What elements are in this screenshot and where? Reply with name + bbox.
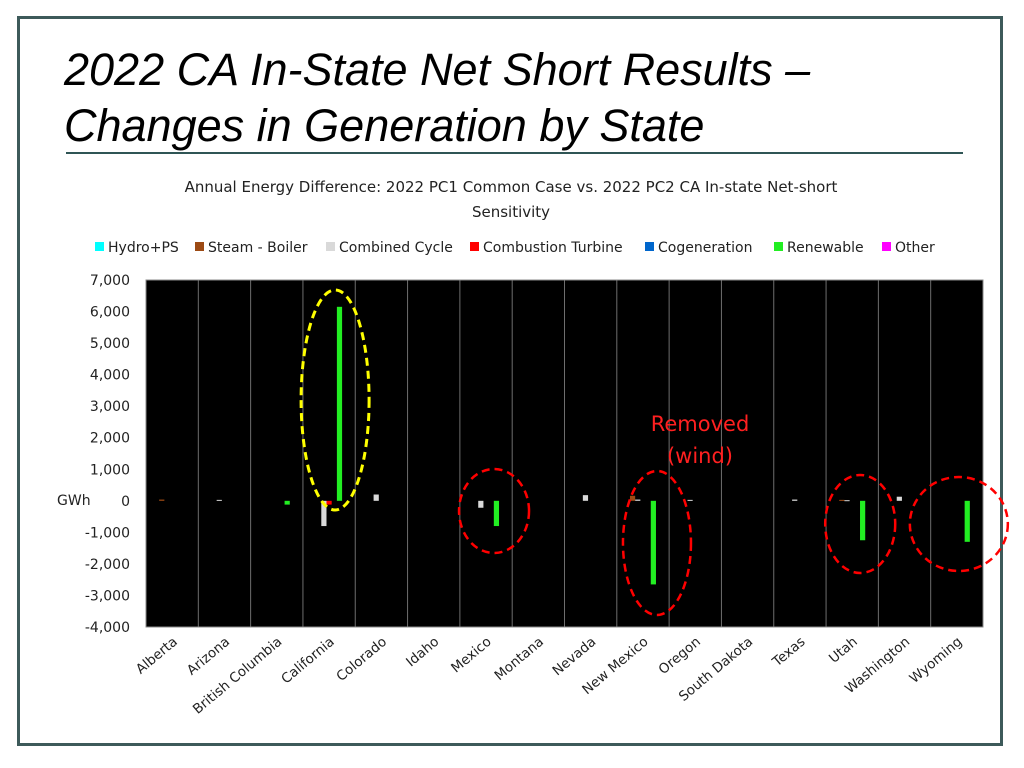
y-tick-label: 6,000 [90, 305, 130, 321]
y-tick-label: 5,000 [90, 336, 130, 352]
x-tick-label: California [278, 634, 337, 687]
legend-label: Renewable [787, 240, 864, 256]
annotation-text: Removed [651, 412, 750, 436]
highlight-ellipse [908, 475, 1010, 573]
highlight-ellipses [299, 288, 1010, 617]
y-tick-label: -3,000 [85, 588, 130, 604]
bar [635, 499, 641, 501]
x-tick-label: Mexico [448, 634, 494, 677]
x-tick-label: British Columbia [190, 634, 285, 718]
bar [896, 496, 902, 501]
highlight-ellipse [457, 467, 531, 555]
x-tick-label: Utah [826, 634, 861, 667]
legend-swatch [195, 242, 204, 251]
bar [493, 500, 500, 527]
highlight-ellipse [299, 288, 371, 512]
y-tick-label: 1,000 [90, 462, 130, 478]
y-tick-label: 7,000 [90, 273, 130, 289]
legend-swatch [645, 242, 654, 251]
x-tick-label: Alberta [133, 634, 181, 678]
y-tick-label: -1,000 [85, 525, 130, 541]
bar [216, 499, 222, 501]
chart-annotation: Removed (wind) [651, 412, 750, 468]
legend-swatch [470, 242, 479, 251]
plot-border [145, 279, 984, 628]
legend-label: Other [895, 240, 935, 256]
legend-swatch [882, 242, 891, 251]
title-underline [66, 152, 963, 154]
bar [321, 500, 327, 527]
legend-label: Steam - Boiler [208, 240, 308, 256]
y-tick-label: -4,000 [85, 620, 130, 636]
bar [373, 494, 379, 501]
y-tick-label: 4,000 [90, 368, 130, 384]
bars [159, 306, 970, 585]
x-tick-label: Colorado [333, 634, 390, 685]
bar [839, 499, 845, 501]
legend-label: Cogeneration [658, 240, 752, 256]
slide-title: 2022 CA In-State Net Short Results – Cha… [64, 42, 964, 154]
x-tick-label: Arizona [184, 634, 233, 679]
bar [629, 495, 636, 501]
slide-title-line2: Changes in Generation by State [64, 100, 705, 151]
annotation-text: (wind) [667, 444, 733, 468]
x-tick-label: Idaho [403, 634, 442, 670]
bar [844, 500, 850, 502]
grid-lines [145, 279, 984, 628]
legend-swatch [95, 242, 104, 251]
legend-swatch [774, 242, 783, 251]
legend-label: Hydro+PS [108, 240, 179, 256]
bar [792, 499, 798, 501]
bar [650, 500, 656, 585]
x-tick-label: Oregon [656, 634, 704, 678]
y-tick-label: -2,000 [85, 557, 130, 573]
highlight-ellipse [621, 469, 693, 617]
x-tick-label: Wyoming [907, 634, 966, 687]
slide-title-line1: 2022 CA In-State Net Short Results – [64, 44, 811, 95]
bar [336, 306, 343, 501]
y-tick-label: 3,000 [90, 399, 130, 415]
y-axis: 7,000 6,000 5,000 4,000 3,000 2,000 1,000 0 -1,0… [85, 273, 130, 636]
legend-label: Combined Cycle [339, 240, 453, 256]
y-tick-label: 2,000 [90, 431, 130, 447]
y-tick-label: 0 [121, 494, 130, 510]
bar [687, 499, 693, 501]
legend-swatch [326, 242, 335, 251]
bar [284, 500, 290, 505]
x-tick-label: Texas [769, 634, 809, 671]
y-axis-label: GWh [57, 493, 91, 509]
legend-label: Combustion Turbine [483, 240, 623, 256]
chart-title-line1: Annual Energy Difference: 2022 PC1 Commo… [185, 178, 838, 196]
bar [582, 495, 589, 501]
bar [860, 500, 866, 541]
bar [478, 500, 484, 508]
highlight-ellipse [823, 473, 897, 575]
bar [326, 500, 332, 505]
bar [964, 500, 970, 542]
x-tick-label: Nevada [549, 634, 599, 679]
chart-legend: Hydro+PS Steam - Boiler Combined Cycle Comb… [95, 240, 935, 256]
x-tick-label: Montana [492, 634, 547, 684]
chart-title-line2: Sensitivity [472, 203, 550, 221]
bar [159, 499, 165, 501]
